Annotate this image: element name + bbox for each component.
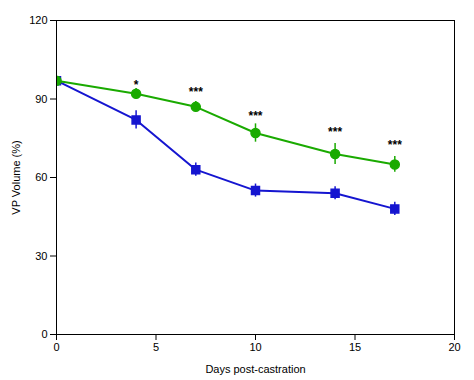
- svg-text:Days post-castration: Days post-castration: [205, 363, 305, 375]
- svg-text:***: ***: [328, 125, 342, 139]
- svg-text:0: 0: [53, 341, 59, 353]
- svg-text:0: 0: [41, 328, 47, 340]
- svg-text:15: 15: [349, 341, 361, 353]
- svg-text:120: 120: [29, 14, 47, 26]
- svg-text:60: 60: [35, 171, 47, 183]
- svg-text:30: 30: [35, 250, 47, 262]
- svg-text:***: ***: [248, 109, 262, 123]
- svg-text:***: ***: [388, 138, 402, 152]
- svg-text:20: 20: [448, 341, 460, 353]
- svg-text:***: ***: [189, 85, 203, 99]
- svg-text:*: *: [134, 78, 139, 92]
- svg-text:5: 5: [153, 341, 159, 353]
- svg-text:10: 10: [249, 341, 261, 353]
- svg-text:90: 90: [35, 93, 47, 105]
- svg-text:VP Volume (%): VP Volume (%): [10, 140, 22, 214]
